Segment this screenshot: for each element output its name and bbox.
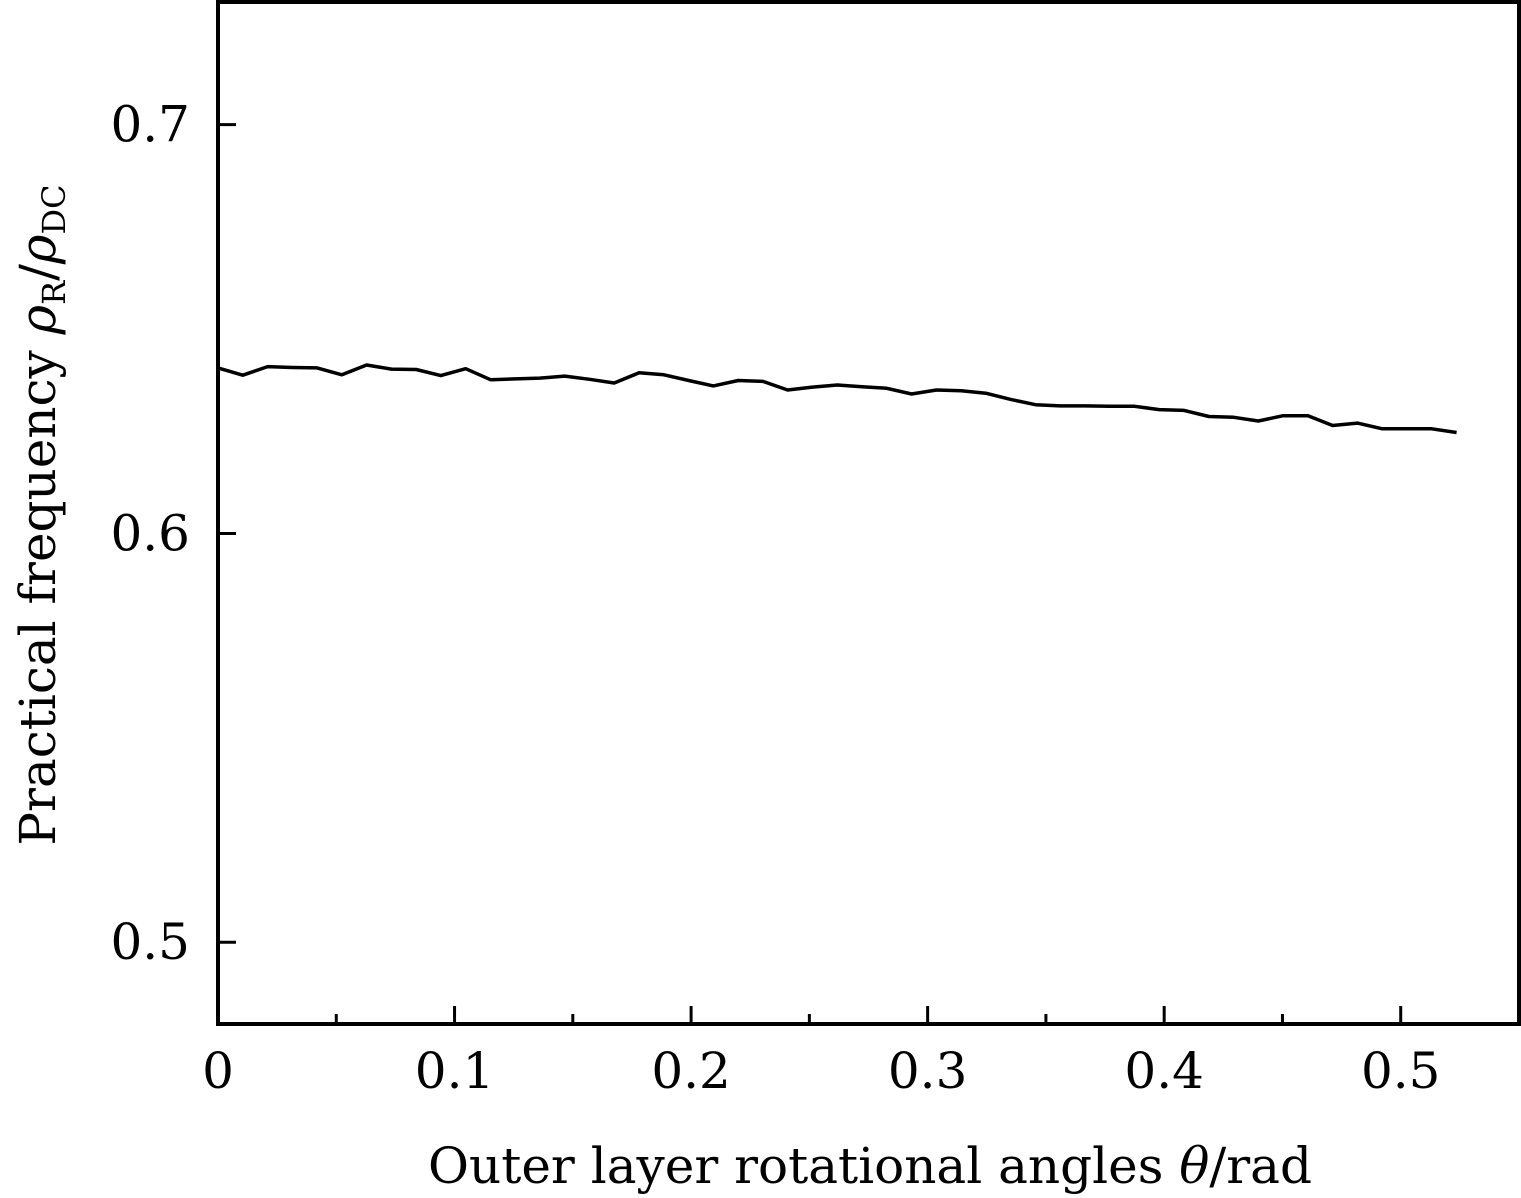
y-tick-label: 0.7 bbox=[110, 96, 190, 154]
y-axis-title-num-symbol: ρ bbox=[9, 304, 67, 335]
series-line bbox=[217, 363, 1457, 435]
x-tick-label: 0.2 bbox=[651, 1042, 731, 1100]
y-axis-title-slash: / bbox=[9, 264, 67, 281]
y-axis-title-num-sub: R bbox=[35, 280, 73, 305]
y-tick-label: 0.5 bbox=[110, 913, 190, 971]
y-axis-title-text: Practical frequency bbox=[9, 334, 67, 845]
x-tick-label: 0 bbox=[202, 1042, 234, 1100]
x-axis-title-symbol: θ bbox=[1179, 1137, 1209, 1195]
x-tick-label: 0.1 bbox=[415, 1042, 495, 1100]
x-tick-label: 0.4 bbox=[1124, 1042, 1204, 1100]
y-axis-title-den-sub: DC bbox=[35, 184, 73, 234]
x-axis-title: Outer layer rotational angles θ/rad bbox=[428, 1137, 1312, 1195]
y-axis-title: Practical frequency ρR/ρDC bbox=[9, 184, 73, 845]
y-axis-title-den-symbol: ρ bbox=[9, 234, 67, 265]
x-tick-label: 0.3 bbox=[888, 1042, 968, 1100]
plot-frame bbox=[216, 0, 1521, 1026]
x-axis-title-unit: /rad bbox=[1209, 1137, 1312, 1195]
x-tick-label: 0.5 bbox=[1361, 1042, 1441, 1100]
chart-marks: 0 0.1 0.2 0.3 0.4 0.5 0.5 0.6 0.7 bbox=[110, 96, 1457, 1100]
y-tick-label: 0.6 bbox=[110, 504, 190, 562]
x-axis-title-text: Outer layer rotational angles bbox=[428, 1137, 1179, 1195]
